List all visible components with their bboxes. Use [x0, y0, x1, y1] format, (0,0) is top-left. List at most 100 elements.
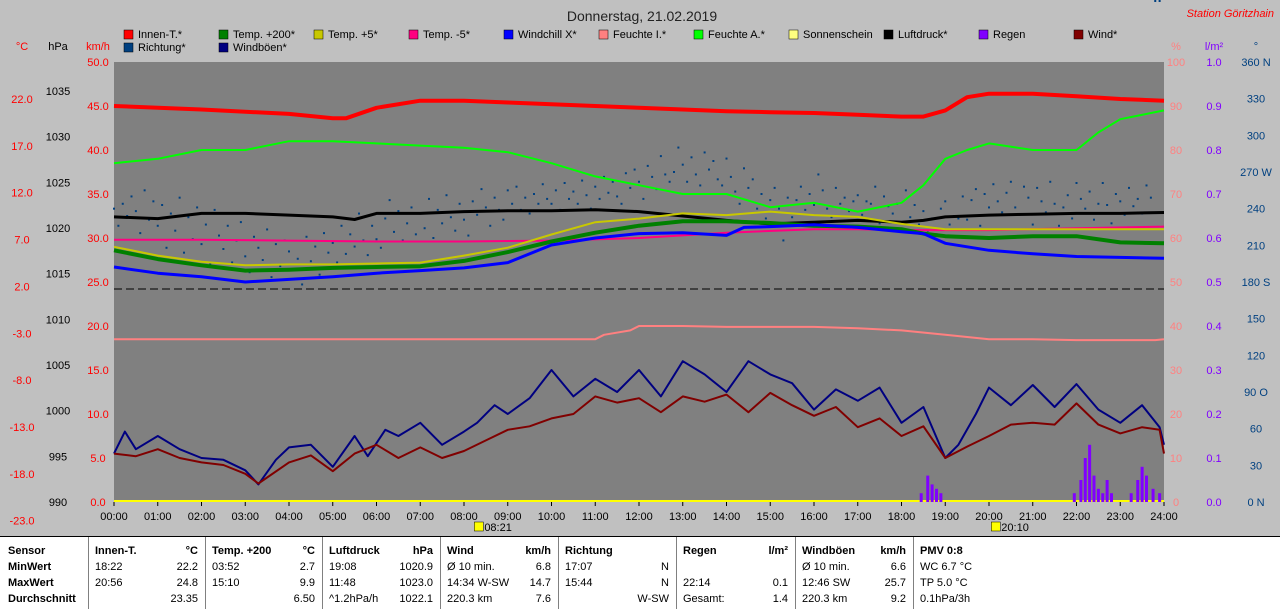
axis-tick-degc: 17.0 — [11, 141, 32, 153]
direction-point — [397, 210, 400, 213]
direction-point — [839, 202, 842, 205]
axis-tick-lm2: 0.0 — [1206, 497, 1221, 509]
stats-value: 0.1 — [772, 577, 788, 589]
sun-time-label: 08:21 — [484, 522, 512, 534]
stats-column-richtung: Richtung 17:07 N 15:44 N W-SW — [558, 537, 677, 609]
legend-label: Wind* — [1088, 29, 1118, 41]
direction-point — [1158, 0, 1161, 2]
stats-label: Ø 10 min. — [802, 561, 850, 573]
direction-point — [629, 186, 632, 189]
direction-point — [624, 172, 627, 175]
direction-point — [1114, 193, 1117, 195]
direction-point — [502, 218, 505, 221]
axis-tick-lm2: 0.4 — [1206, 321, 1221, 333]
x-tick-label: 21:00 — [1019, 511, 1047, 523]
axis-tick-dir: 270 W — [1240, 167, 1272, 179]
axis-unit-degc: °C — [16, 41, 28, 53]
x-tick-label: 04:00 — [275, 511, 303, 523]
axis-tick-degc: 7.0 — [14, 235, 29, 247]
direction-point — [121, 202, 124, 205]
direction-point — [1023, 185, 1025, 188]
axis-tick-hpa: 990 — [49, 497, 67, 509]
stats-header: Regen — [683, 545, 717, 557]
stats-value: 14.7 — [529, 577, 551, 589]
axis-unit-dir: ° — [1254, 41, 1258, 53]
stats-column-temp: Temp. +200 °C 03:52 2.7 15:10 9.9 6.50 — [205, 537, 323, 609]
axis-tick-dir: 210 — [1247, 240, 1265, 252]
legend-label: Innen-T.* — [138, 29, 183, 41]
stats-value: 25.7 — [884, 577, 906, 589]
direction-point — [1132, 205, 1135, 208]
x-tick-label: 15:00 — [756, 511, 784, 523]
stats-label: Ø 10 min. — [447, 561, 495, 573]
direction-point — [130, 195, 133, 198]
axis-tick-lm2: 0.3 — [1206, 365, 1221, 377]
direction-point — [764, 217, 767, 220]
rain-bar — [1088, 444, 1092, 502]
x-tick-label: 24:00 — [1150, 511, 1178, 523]
stats-value: W-SW — [637, 593, 669, 605]
direction-point — [458, 202, 461, 205]
axis-unit-pct: % — [1171, 41, 1181, 53]
legend-swatch — [978, 29, 989, 40]
direction-point — [861, 213, 864, 216]
direction-point — [856, 194, 859, 197]
rain-bar — [1140, 466, 1144, 502]
direction-point — [957, 217, 960, 220]
stats-column-boeen: Windböen km/h Ø 10 min. 6.6 12:46 SW 25.7 220.… — [795, 537, 914, 609]
axis-tick-kmh: 15.0 — [87, 365, 108, 377]
direction-point — [568, 197, 570, 200]
axis-tick-lm2: 0.7 — [1206, 189, 1221, 201]
legend-label: Temp. +200* — [233, 29, 296, 41]
direction-point — [524, 196, 527, 199]
stats-header: Innen-T. — [95, 545, 137, 557]
axis-tick-pct: 30 — [1170, 365, 1182, 377]
direction-point — [708, 168, 710, 171]
direction-point — [546, 197, 549, 200]
axis-tick-kmh: 25.0 — [87, 277, 108, 289]
axis-tick-degc: -8.0 — [13, 375, 32, 387]
direction-point — [480, 188, 483, 191]
stats-header: Wind — [447, 545, 474, 557]
direction-point — [1128, 186, 1130, 189]
direction-point — [594, 185, 597, 188]
direction-point — [550, 202, 553, 205]
direction-point — [231, 261, 234, 264]
direction-point — [541, 183, 544, 186]
stats-value: 9.9 — [299, 577, 315, 589]
direction-point — [467, 234, 470, 237]
x-tick-label: 14:00 — [713, 511, 741, 523]
rain-bar — [1101, 493, 1105, 502]
legend-swatch — [313, 29, 324, 40]
axis-tick-pct: 80 — [1170, 145, 1182, 157]
axis-tick-degc: -23.0 — [9, 516, 34, 528]
direction-point — [274, 243, 277, 246]
stats-label: 17:07 — [565, 561, 593, 573]
direction-point — [891, 212, 894, 215]
legend-label: Regen — [993, 29, 1025, 41]
direction-point — [673, 171, 675, 173]
direction-point — [371, 224, 374, 227]
direction-point — [471, 200, 474, 203]
direction-point — [454, 229, 457, 232]
direction-point — [830, 216, 833, 219]
rain-bar — [1096, 488, 1100, 502]
direction-point — [1040, 200, 1043, 203]
direction-point — [253, 235, 255, 238]
direction-point — [611, 180, 614, 183]
direction-point — [375, 238, 378, 241]
axis-tick-degc: 22.0 — [11, 94, 32, 106]
axis-tick-kmh: 20.0 — [87, 321, 108, 333]
x-tick-label: 11:00 — [582, 511, 609, 523]
direction-point — [1066, 194, 1069, 197]
axis-tick-lm2: 1.0 — [1206, 57, 1221, 69]
direction-point — [961, 195, 964, 198]
direction-point — [922, 210, 925, 213]
direction-point — [506, 189, 509, 192]
stats-unit: hPa — [412, 545, 433, 557]
x-tick-label: 19:00 — [931, 511, 959, 523]
series-line-feuchte-i- — [114, 325, 1165, 342]
direction-point — [528, 212, 531, 215]
chart-title: Donnerstag, 21.02.2019 — [567, 8, 717, 24]
x-tick-label: 08:00 — [450, 511, 478, 523]
